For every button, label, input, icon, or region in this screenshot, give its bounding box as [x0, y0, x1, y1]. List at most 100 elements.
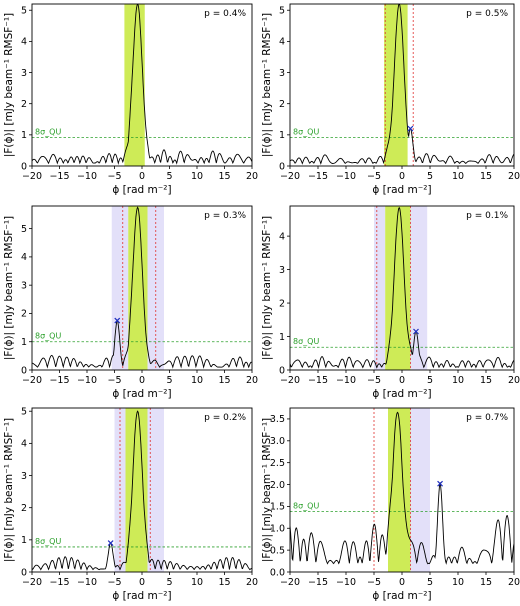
rm-panel-1: −20 −15 −10 −5 0 5 10 15 20 0 1 2 3 4 5 ϕ [rad m⁻²] |F(ϕ…	[3, 3, 258, 196]
x-tick-label: 10	[191, 171, 203, 182]
threshold-label: 8σ_QU	[293, 502, 319, 511]
x-tick-label: −5	[367, 171, 381, 182]
x-tick-label: −15	[49, 375, 69, 386]
x-tick-label: 10	[191, 375, 203, 386]
y-tick-label: 3.5	[270, 414, 285, 425]
x-tick-label: −20	[280, 375, 300, 386]
y-axis-label: |F(ϕ)| [mJy beam⁻¹ RMSF⁻¹]	[261, 418, 273, 562]
peak-marker-1	[413, 328, 419, 335]
y-tick-label: 2	[21, 99, 27, 110]
y-tick-label: 3.0	[270, 436, 285, 447]
x-tick-label: −20	[22, 375, 42, 386]
x-tick-label: 5	[166, 577, 172, 588]
x-tick-label: 5	[166, 171, 172, 182]
x-tick-label: 5	[427, 577, 433, 588]
y-tick-label: 1.0	[270, 524, 285, 535]
x-tick-label: 0	[399, 171, 405, 182]
x-axis-label: ϕ [rad m⁻²]	[372, 184, 431, 196]
x-tick-label: −15	[308, 375, 328, 386]
polarization-annotation: p = 0.4%	[204, 9, 246, 19]
y-axis-label: |F(ϕ)| [mJy beam⁻¹ RMSF⁻¹]	[3, 13, 15, 157]
polarization-annotation: p = 0.1%	[466, 211, 508, 221]
x-axis-label: ϕ [rad m⁻²]	[112, 388, 171, 400]
y-tick-label: 4	[279, 231, 285, 242]
y-tick-label: 3	[279, 265, 285, 276]
y-tick-label: 2	[279, 99, 285, 110]
y-tick-label: 2	[21, 503, 27, 514]
x-tick-label: 15	[218, 577, 230, 588]
y-axis-label: |F(ϕ)| [mJy beam⁻¹ RMSF⁻¹]	[261, 216, 273, 360]
peak-marker-1	[114, 317, 121, 324]
plot-area	[32, 408, 252, 572]
y-tick-label: 1	[279, 130, 285, 141]
y-tick-label: 2	[279, 298, 285, 309]
x-tick-label: −5	[367, 577, 381, 588]
y-tick-label: 5	[21, 224, 27, 235]
y-tick-label: 3	[21, 68, 27, 79]
y-tick-label: 0	[279, 161, 285, 172]
y-tick-label: 5	[21, 6, 27, 17]
x-tick-label: 20	[246, 375, 258, 386]
x-tick-label: 20	[246, 171, 258, 182]
x-tick-label: −20	[22, 577, 42, 588]
y-tick-label: 5	[279, 6, 285, 17]
x-tick-label: −5	[367, 375, 381, 386]
x-tick-label: 10	[191, 577, 203, 588]
plot-area	[290, 206, 514, 370]
peak-marker-1	[437, 480, 444, 487]
x-tick-label: −5	[107, 577, 121, 588]
fdf-curve	[290, 4, 514, 165]
x-tick-label: −20	[280, 171, 300, 182]
y-tick-label: 3	[279, 68, 285, 79]
plot-area	[32, 206, 252, 370]
threshold-label: 8σ_QU	[35, 332, 61, 341]
x-tick-label: −10	[336, 375, 356, 386]
x-tick-label: −10	[336, 577, 356, 588]
x-tick-label: −15	[49, 577, 69, 588]
x-tick-label: 0	[399, 375, 405, 386]
x-tick-label: 15	[218, 375, 230, 386]
polarization-annotation: p = 0.7%	[466, 413, 508, 423]
x-tick-label: −5	[107, 375, 121, 386]
peak-marker-1	[407, 125, 414, 132]
y-tick-label: 1	[279, 332, 285, 343]
x-tick-label: 15	[480, 577, 492, 588]
x-tick-label: 20	[508, 375, 520, 386]
y-tick-label: 4	[21, 439, 27, 450]
x-tick-label: 20	[246, 577, 258, 588]
rm-panel-5: −20 −15 −10 −5 0 5 10 15 20 0 1 2 3 4 5 ϕ [rad m⁻²] |F(ϕ…	[3, 407, 258, 602]
x-tick-label: 10	[452, 577, 464, 588]
x-tick-label: −15	[49, 171, 69, 182]
y-tick-label: 0.5	[270, 545, 285, 556]
x-tick-label: −10	[77, 171, 97, 182]
threshold-label: 8σ_QU	[293, 337, 319, 346]
rm-panel-3: −20 −15 −10 −5 0 5 10 15 20 0 1 2 3 4 5 ϕ [rad m⁻²] |F(ϕ…	[3, 205, 258, 400]
x-tick-label: 5	[427, 171, 433, 182]
fdf-curve	[32, 4, 252, 165]
fdf-curve	[32, 206, 252, 369]
x-tick-label: −10	[336, 171, 356, 182]
y-tick-label: 0.0	[270, 567, 285, 578]
y-tick-label: 1.5	[270, 502, 285, 513]
y-axis-label: |F(ϕ)| [mJy beam⁻¹ RMSF⁻¹]	[3, 418, 15, 562]
threshold-label: 8σ_QU	[35, 127, 61, 136]
rm-panel-2: −20 −15 −10 −5 0 5 10 15 20 0 1 2 3 4 5 ϕ [rad m⁻²] |F(ϕ…	[261, 3, 520, 196]
x-axis-label: ϕ [rad m⁻²]	[112, 184, 171, 196]
fdf-curve	[32, 410, 252, 572]
y-tick-label: 5	[21, 407, 27, 418]
fdf-curve	[290, 411, 514, 565]
x-axis-label: ϕ [rad m⁻²]	[112, 590, 171, 602]
purple-band-2	[147, 408, 164, 572]
green-band	[128, 206, 148, 370]
plot-area	[32, 4, 252, 166]
threshold-label: 8σ_QU	[35, 537, 61, 546]
x-tick-label: −20	[280, 577, 300, 588]
y-tick-label: 2.0	[270, 480, 285, 491]
plot-area	[290, 408, 514, 572]
y-tick-label: 0	[21, 365, 27, 376]
purple-band-2	[410, 206, 428, 370]
purple-band-1	[410, 408, 430, 572]
threshold-label: 8σ_QU	[293, 127, 319, 136]
x-tick-label: 15	[480, 375, 492, 386]
